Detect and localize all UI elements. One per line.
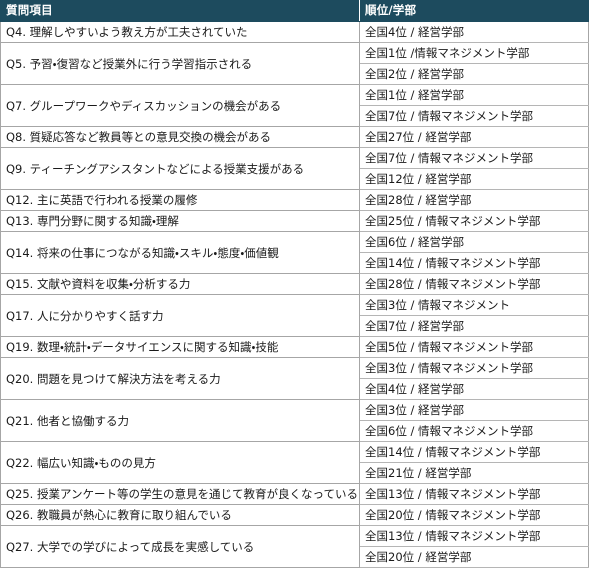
rank-cell: 全国27位 / 経営学部 bbox=[359, 126, 589, 148]
question-cell: Q17. 人に分かりやすく話す力 bbox=[0, 294, 360, 337]
column-header-question: 質問項目 bbox=[0, 0, 360, 22]
question-cell: Q7. グループワークやディスカッションの機会がある bbox=[0, 84, 360, 127]
rank-cell: 全国2位 / 経営学部 bbox=[359, 63, 589, 85]
table-row: Q20. 問題を見つけて解決方法を考える力 全国3位 / 情報マネジメント学部 bbox=[0, 357, 589, 400]
table-row: 全国6位 / 情報マネジメント学部 bbox=[1, 420, 589, 442]
rank-cell: 全国5位 / 情報マネジメント学部 bbox=[359, 336, 589, 358]
rank-cell: 全国20位 / 経営学部 bbox=[359, 546, 589, 568]
table-row: Q12. 主に英語で行われる授業の履修 全国28位 / 経営学部 bbox=[0, 189, 589, 211]
question-cell: Q26. 教職員が熱心に教育に取り組んでいる bbox=[0, 504, 360, 526]
rank-cell: 全国13位 / 情報マネジメント学部 bbox=[359, 483, 589, 505]
question-cell: Q22. 幅広い知識・ものの見方 bbox=[0, 441, 360, 484]
table-row: Q21. 他者と協働する力 全国3位 / 経営学部 bbox=[0, 399, 589, 442]
table-row: 全国4位 / 経営学部 bbox=[1, 378, 589, 400]
table-row: Q5. 予習・復習など授業外に行う学習指示される 全国1位 /情報マネジメント学部 bbox=[0, 42, 589, 85]
table-row: Q9. ティーチングアシスタントなどによる授業支援がある 全国7位 / 情報マネジ… bbox=[0, 147, 589, 190]
rank-cell: 全国28位 / 情報マネジメント学部 bbox=[359, 273, 589, 295]
table-row: Q13. 専門分野に関する知識・理解 全国25位 / 情報マネジメント学部 bbox=[0, 210, 589, 232]
column-header-rank: 順位/学部 bbox=[359, 0, 589, 22]
table-row: Q26. 教職員が熱心に教育に取り組んでいる 全国20位 / 情報マネジメント学部 bbox=[0, 504, 589, 526]
rank-cell: 全国1位 / 経営学部 bbox=[359, 84, 589, 106]
rank-cell: 全国4位 / 経営学部 bbox=[359, 378, 589, 400]
rank-cell: 全国3位 / 情報マネジメント学部 bbox=[359, 357, 589, 379]
question-cell: Q5. 予習・復習など授業外に行う学習指示される bbox=[0, 42, 360, 85]
question-cell: Q25. 授業アンケート等の学生の意見を通じて教育が良くなっている bbox=[0, 483, 360, 505]
table-row: Q19. 数理・統計・データサイエンスに関する知識・技能 全国5位 / 情報マネジ… bbox=[0, 336, 589, 358]
rank-cell: 全国12位 / 経営学部 bbox=[359, 168, 589, 190]
table-row: Q4. 理解しやすいよう教え方が工夫されていた 全国4位 / 経営学部 bbox=[0, 21, 589, 43]
question-cell: Q21. 他者と協働する力 bbox=[0, 399, 360, 442]
question-cell: Q27. 大学での学びによって成長を実感している bbox=[0, 525, 360, 568]
table-row: 全国7位 / 経営学部 bbox=[1, 315, 589, 337]
rank-cell: 全国25位 / 情報マネジメント学部 bbox=[359, 210, 589, 232]
table-row: Q14. 将来の仕事につながる知識・スキル・態度・価値観 全国6位 / 経営学部 bbox=[0, 231, 589, 274]
question-cell: Q19. 数理・統計・データサイエンスに関する知識・技能 bbox=[0, 336, 360, 358]
question-cell: Q12. 主に英語で行われる授業の履修 bbox=[0, 189, 360, 211]
question-cell: Q8. 質疑応答など教員等との意見交換の機会がある bbox=[0, 126, 360, 148]
table-row: Q25. 授業アンケート等の学生の意見を通じて教育が良くなっている 全国13位 /… bbox=[0, 483, 589, 505]
rank-cell: 全国28位 / 経営学部 bbox=[359, 189, 589, 211]
table-row: Q27. 大学での学びによって成長を実感している 全国13位 / 情報マネジメント… bbox=[0, 525, 589, 568]
table-row: 全国7位 / 情報マネジメント学部 bbox=[1, 105, 589, 127]
rank-cell: 全国7位 / 経営学部 bbox=[359, 315, 589, 337]
table-row: Q7. グループワークやディスカッションの機会がある 全国1位 / 経営学部 bbox=[0, 84, 589, 127]
rank-cell: 全国7位 / 情報マネジメント学部 bbox=[359, 147, 589, 169]
rank-cell: 全国13位 / 情報マネジメント学部 bbox=[359, 525, 589, 547]
rank-cell: 全国6位 / 経営学部 bbox=[359, 231, 589, 253]
rank-cell: 全国3位 / 情報マネジメント bbox=[359, 294, 589, 316]
table-row: Q22. 幅広い知識・ものの見方 全国14位 / 情報マネジメント学部 bbox=[0, 441, 589, 484]
rank-cell: 全国7位 / 情報マネジメント学部 bbox=[359, 105, 589, 127]
question-cell: Q13. 専門分野に関する知識・理解 bbox=[0, 210, 360, 232]
table-header: 質問項目 順位/学部 bbox=[0, 0, 589, 22]
table-header-row: 質問項目 順位/学部 bbox=[0, 0, 589, 22]
table-body: Q4. 理解しやすいよう教え方が工夫されていた 全国4位 / 経営学部 Q5. 予習… bbox=[0, 21, 589, 568]
table-row: 全国2位 / 経営学部 bbox=[1, 63, 589, 85]
table-row: 全国12位 / 経営学部 bbox=[1, 168, 589, 190]
table-row: Q8. 質疑応答など教員等との意見交換の機会がある 全国27位 / 経営学部 bbox=[0, 126, 589, 148]
rank-cell: 全国4位 / 経営学部 bbox=[359, 21, 589, 43]
rank-cell: 全国6位 / 情報マネジメント学部 bbox=[359, 420, 589, 442]
question-cell: Q20. 問題を見つけて解決方法を考える力 bbox=[0, 357, 360, 400]
rank-cell: 全国14位 / 情報マネジメント学部 bbox=[359, 441, 589, 463]
table-row: Q17. 人に分かりやすく話す力 全国3位 / 情報マネジメント bbox=[0, 294, 589, 337]
rank-cell: 全国1位 /情報マネジメント学部 bbox=[359, 42, 589, 64]
question-cell: Q15. 文献や資料を収集・分析する力 bbox=[0, 273, 360, 295]
table-row: Q15. 文献や資料を収集・分析する力 全国28位 / 情報マネジメント学部 bbox=[0, 273, 589, 295]
rank-cell: 全国14位 / 情報マネジメント学部 bbox=[359, 252, 589, 274]
rank-cell: 全国21位 / 経営学部 bbox=[359, 462, 589, 484]
rank-cell: 全国3位 / 経営学部 bbox=[359, 399, 589, 421]
question-cell: Q14. 将来の仕事につながる知識・スキル・態度・価値観 bbox=[0, 231, 360, 274]
rank-cell: 全国20位 / 情報マネジメント学部 bbox=[359, 504, 589, 526]
question-cell: Q9. ティーチングアシスタントなどによる授業支援がある bbox=[0, 147, 360, 190]
question-cell: Q4. 理解しやすいよう教え方が工夫されていた bbox=[0, 21, 360, 43]
